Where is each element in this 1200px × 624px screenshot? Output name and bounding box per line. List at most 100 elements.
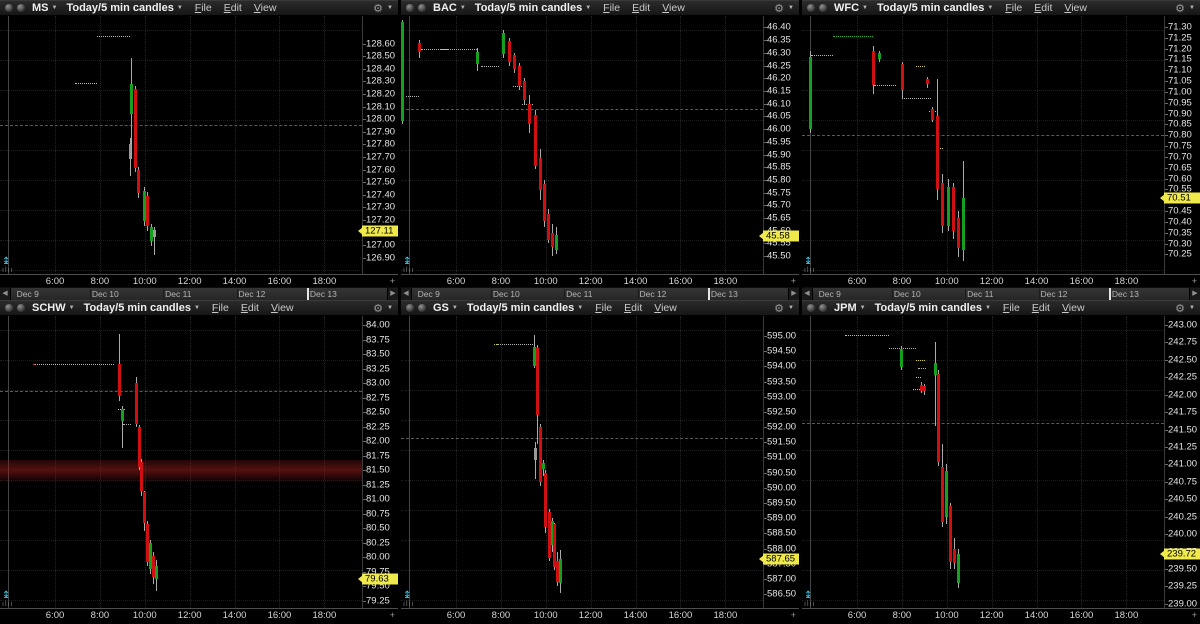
- price-axis[interactable]: 128.60 128.50 128.40 128.30 128.20 128.10 128.…: [362, 16, 398, 274]
- window-button[interactable]: [819, 4, 827, 12]
- timeframe-dropdown[interactable]: Today/5 min candles ▼: [877, 2, 993, 14]
- axis-tick-mark: [764, 179, 767, 181]
- timeframe-dropdown[interactable]: Today/5 min candles ▼: [467, 302, 583, 314]
- volume-histogram-icon[interactable]: ılıı: [804, 267, 816, 274]
- menu-edit[interactable]: Edit: [223, 2, 242, 14]
- price-axis[interactable]: 84.00 83.75 83.50 83.25 83.00 82.75 82.50 82.25…: [362, 316, 398, 608]
- plot-area[interactable]: ↨ ılıı: [0, 316, 362, 608]
- menu-file[interactable]: File: [1005, 2, 1023, 14]
- window-button[interactable]: [5, 304, 13, 312]
- symbol-dropdown[interactable]: WFC ▼: [834, 2, 868, 14]
- symbol-dropdown[interactable]: SCHW ▼: [32, 302, 75, 314]
- timeframe-dropdown[interactable]: Today/5 min candles ▼: [475, 2, 591, 14]
- menu-edit[interactable]: Edit: [1031, 302, 1050, 314]
- price-axis[interactable]: 243.00 242.75 242.50 242.25 242.00 241.75 241.…: [1164, 316, 1200, 608]
- symbol-dropdown[interactable]: JPM ▼: [834, 302, 866, 314]
- settings-button[interactable]: ⚙ ▼: [774, 3, 794, 14]
- date-scrollbar[interactable]: ◀ Dec 9 Dec 10 Dec 11 Dec 12 Dec 13 ▶: [802, 287, 1200, 300]
- axis-tick-label: 128.50: [366, 50, 396, 62]
- window-button[interactable]: [418, 304, 426, 312]
- axis-tick-label: 70.35: [1168, 227, 1192, 239]
- menu-file[interactable]: File: [211, 302, 229, 314]
- scrollbar-track[interactable]: Dec 9 Dec 10 Dec 11 Dec 12 Dec 13: [11, 288, 387, 300]
- timeframe-dropdown[interactable]: Today/5 min candles ▼: [66, 2, 182, 14]
- menu-view[interactable]: View: [654, 302, 677, 314]
- plot-area[interactable]: ↨ ılıı: [401, 16, 763, 274]
- scrollbar-thumb[interactable]: [307, 288, 310, 300]
- scrollbar-track[interactable]: Dec 9 Dec 10 Dec 11 Dec 12 Dec 13: [412, 288, 788, 300]
- window-button[interactable]: [406, 304, 414, 312]
- menu-file[interactable]: File: [603, 2, 621, 14]
- highlight-band: [0, 459, 362, 482]
- menu-edit[interactable]: Edit: [1034, 2, 1053, 14]
- menu-view[interactable]: View: [662, 2, 685, 14]
- volume-histogram-icon[interactable]: ılıı: [2, 267, 14, 274]
- timeframe-dropdown[interactable]: Today/5 min candles ▼: [875, 302, 991, 314]
- price-axis[interactable]: 71.30 71.25 71.20 71.15 71.10 71.05 71.00 70.95…: [1164, 16, 1200, 274]
- scrollbar-track[interactable]: Dec 9 Dec 10 Dec 11 Dec 12 Dec 13: [813, 288, 1189, 300]
- price-arrow-icon[interactable]: ↨: [804, 256, 813, 267]
- price-arrow-icon[interactable]: ↨: [403, 256, 412, 267]
- scroll-left-button[interactable]: ◀: [401, 288, 412, 300]
- symbol-dropdown[interactable]: BAC ▼: [433, 2, 466, 14]
- gridline-horizontal: [0, 450, 362, 451]
- indicator-toggles: ↨ ılıı: [2, 590, 14, 609]
- plot-area[interactable]: ↨ ılıı: [802, 316, 1164, 608]
- scroll-right-button[interactable]: ▶: [387, 288, 398, 300]
- settings-button[interactable]: ⚙ ▼: [373, 3, 393, 14]
- settings-button[interactable]: ⚙ ▼: [1175, 303, 1195, 314]
- scroll-right-button[interactable]: ▶: [1189, 288, 1200, 300]
- window-button[interactable]: [807, 304, 815, 312]
- price-arrow-icon[interactable]: ↨: [2, 590, 11, 601]
- plot-area[interactable]: ↨ ılıı: [0, 16, 362, 274]
- scroll-left-button[interactable]: ◀: [0, 288, 11, 300]
- candle-body: [550, 521, 554, 546]
- menu-file[interactable]: File: [1002, 302, 1020, 314]
- symbol-dropdown[interactable]: MS ▼: [32, 2, 57, 14]
- axis-tick-mark: [764, 78, 767, 80]
- menu-file[interactable]: File: [595, 302, 613, 314]
- price-arrow-icon[interactable]: ↨: [403, 590, 412, 601]
- axis-tick-mark: [1165, 48, 1168, 50]
- symbol-dropdown[interactable]: GS ▼: [433, 302, 458, 314]
- menu-view[interactable]: View: [253, 2, 277, 14]
- price-arrow-icon[interactable]: ↨: [2, 256, 11, 267]
- settings-button[interactable]: ⚙ ▼: [373, 303, 393, 314]
- window-button[interactable]: [418, 4, 426, 12]
- menu-view[interactable]: View: [1064, 2, 1087, 14]
- gridline-vertical: [901, 16, 903, 274]
- window-button[interactable]: [17, 4, 25, 12]
- date-scrollbar[interactable]: ◀ Dec 9 Dec 10 Dec 11 Dec 12 Dec 13 ▶: [401, 287, 799, 300]
- scrollbar-thumb[interactable]: [1109, 288, 1112, 300]
- window-button[interactable]: [5, 4, 13, 12]
- timeframe-dropdown[interactable]: Today/5 min candles ▼: [84, 302, 200, 314]
- axis-tick-label: 45.65: [767, 212, 791, 224]
- plot-area[interactable]: ↨ ılıı: [802, 16, 1164, 274]
- menu-file[interactable]: File: [194, 2, 212, 14]
- window-button[interactable]: [807, 4, 815, 12]
- menu-view[interactable]: View: [1061, 302, 1085, 314]
- gridline-horizontal: [401, 480, 763, 481]
- plot-area[interactable]: ↨ ılıı: [401, 316, 763, 608]
- scroll-left-button[interactable]: ◀: [802, 288, 813, 300]
- window-button[interactable]: [17, 304, 25, 312]
- axis-tick-mark: [363, 144, 366, 146]
- scrollbar-divider: [163, 289, 165, 299]
- menu-edit[interactable]: Edit: [624, 302, 643, 314]
- menu-edit[interactable]: Edit: [632, 2, 651, 14]
- volume-histogram-icon[interactable]: ılıı: [403, 267, 415, 274]
- scroll-right-button[interactable]: ▶: [788, 288, 799, 300]
- menu-view[interactable]: View: [270, 302, 294, 314]
- window-button[interactable]: [819, 304, 827, 312]
- volume-histogram-icon[interactable]: ılıı: [2, 601, 14, 608]
- settings-button[interactable]: ⚙ ▼: [774, 303, 794, 314]
- menu-edit[interactable]: Edit: [240, 302, 259, 314]
- volume-histogram-icon[interactable]: ılıı: [403, 601, 415, 608]
- scrollbar-thumb[interactable]: [708, 288, 711, 300]
- volume-histogram-icon[interactable]: ılıı: [804, 601, 816, 608]
- window-button[interactable]: [406, 4, 414, 12]
- price-arrow-icon[interactable]: ↨: [804, 590, 813, 601]
- axis-tick-mark: [363, 571, 366, 573]
- settings-button[interactable]: ⚙ ▼: [1175, 3, 1195, 14]
- date-scrollbar[interactable]: ◀ Dec 9 Dec 10 Dec 11 Dec 12 Dec 13 ▶: [0, 287, 398, 300]
